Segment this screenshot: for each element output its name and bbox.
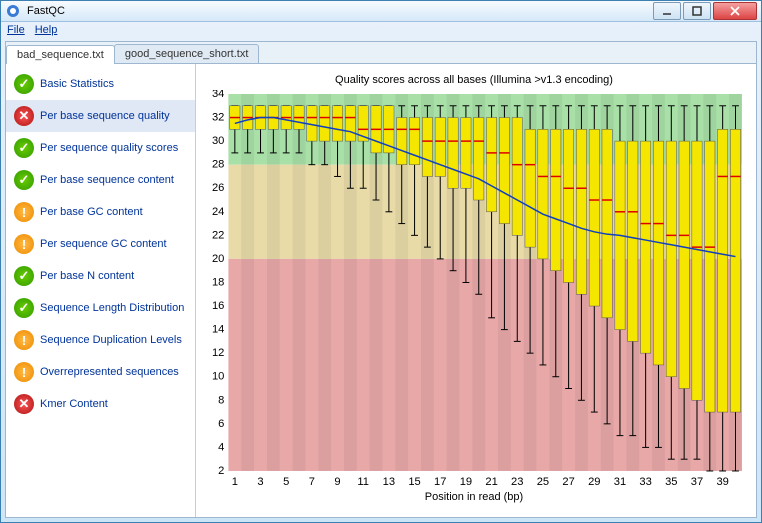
- menu-help[interactable]: Help: [35, 24, 58, 36]
- sidebar-item[interactable]: ✓ Sequence Length Distribution: [6, 292, 195, 324]
- svg-text:4: 4: [218, 442, 224, 454]
- fail-icon: ✕: [14, 394, 34, 414]
- sidebar-item[interactable]: ✓ Per base sequence content: [6, 164, 195, 196]
- sidebar-item[interactable]: ! Sequence Duplication Levels: [6, 324, 195, 356]
- window-title: FastQC: [27, 5, 653, 17]
- titlebar[interactable]: FastQC: [1, 1, 761, 22]
- svg-text:27: 27: [562, 476, 574, 488]
- warn-icon: !: [14, 362, 34, 382]
- sidebar-item-label: Per base GC content: [40, 206, 143, 218]
- svg-text:5: 5: [283, 476, 289, 488]
- content: bad_sequence.txtgood_sequence_short.txt …: [5, 41, 757, 518]
- window-controls: [653, 2, 757, 20]
- sidebar-item-label: Overrepresented sequences: [40, 366, 179, 378]
- svg-text:6: 6: [218, 418, 224, 430]
- svg-text:22: 22: [212, 230, 224, 242]
- sidebar-item[interactable]: ! Overrepresented sequences: [6, 356, 195, 388]
- tab[interactable]: good_sequence_short.txt: [114, 44, 260, 63]
- svg-text:32: 32: [212, 112, 224, 124]
- svg-text:26: 26: [212, 182, 224, 194]
- maximize-button[interactable]: [683, 2, 711, 20]
- svg-text:34: 34: [212, 90, 224, 100]
- app-window: FastQC File Help bad_sequence.txtgood_se…: [0, 0, 762, 523]
- pass-icon: ✓: [14, 74, 34, 94]
- svg-text:31: 31: [614, 476, 626, 488]
- svg-text:20: 20: [212, 253, 224, 265]
- sidebar-item[interactable]: ✕ Per base sequence quality: [6, 100, 195, 132]
- svg-text:17: 17: [434, 476, 446, 488]
- sidebar-item-label: Sequence Length Distribution: [40, 302, 184, 314]
- sidebar: ✓ Basic Statistics ✕ Per base sequence qual…: [6, 64, 196, 517]
- svg-text:18: 18: [212, 277, 224, 289]
- sidebar-item[interactable]: ! Per sequence GC content: [6, 228, 195, 260]
- menu-file[interactable]: File: [7, 24, 25, 36]
- svg-text:11: 11: [357, 476, 369, 488]
- warn-icon: !: [14, 202, 34, 222]
- sidebar-item[interactable]: ✓ Per base N content: [6, 260, 195, 292]
- sidebar-item-label: Per base sequence quality: [40, 110, 170, 122]
- tabs: bad_sequence.txtgood_sequence_short.txt: [6, 42, 756, 63]
- sidebar-item[interactable]: ✓ Per sequence quality scores: [6, 132, 195, 164]
- menubar: File Help: [1, 22, 761, 37]
- sidebar-item[interactable]: ✕ Kmer Content: [6, 388, 195, 420]
- sidebar-item[interactable]: ✓ Basic Statistics: [6, 68, 195, 100]
- sidebar-item-label: Per base N content: [40, 270, 134, 282]
- pass-icon: ✓: [14, 138, 34, 158]
- sidebar-item[interactable]: ! Per base GC content: [6, 196, 195, 228]
- svg-text:1: 1: [232, 476, 238, 488]
- fail-icon: ✕: [14, 106, 34, 126]
- plot: 2468101214161820222426283032341357911131…: [200, 90, 748, 489]
- svg-text:35: 35: [665, 476, 677, 488]
- svg-text:23: 23: [511, 476, 523, 488]
- svg-text:29: 29: [588, 476, 600, 488]
- svg-text:7: 7: [309, 476, 315, 488]
- pane: ✓ Basic Statistics ✕ Per base sequence qual…: [6, 63, 756, 517]
- svg-text:39: 39: [716, 476, 728, 488]
- sidebar-item-label: Kmer Content: [40, 398, 108, 410]
- svg-text:2: 2: [218, 465, 224, 477]
- svg-text:37: 37: [691, 476, 703, 488]
- warn-icon: !: [14, 234, 34, 254]
- svg-text:12: 12: [212, 347, 224, 359]
- svg-text:16: 16: [212, 300, 224, 312]
- svg-text:25: 25: [537, 476, 549, 488]
- pass-icon: ✓: [14, 170, 34, 190]
- svg-text:3: 3: [257, 476, 263, 488]
- svg-text:15: 15: [408, 476, 420, 488]
- close-button[interactable]: [713, 2, 757, 20]
- pass-icon: ✓: [14, 266, 34, 286]
- svg-text:21: 21: [485, 476, 497, 488]
- svg-text:10: 10: [212, 371, 224, 383]
- svg-text:14: 14: [212, 324, 224, 336]
- svg-text:9: 9: [334, 476, 340, 488]
- sidebar-item-label: Per sequence quality scores: [40, 142, 178, 154]
- chart-area: Quality scores across all bases (Illumin…: [196, 64, 756, 517]
- warn-icon: !: [14, 330, 34, 350]
- app-icon: [5, 3, 21, 19]
- svg-text:13: 13: [383, 476, 395, 488]
- pass-icon: ✓: [14, 298, 34, 318]
- x-axis-label: Position in read (bp): [200, 491, 748, 503]
- sidebar-item-label: Per base sequence content: [40, 174, 174, 186]
- svg-text:19: 19: [460, 476, 472, 488]
- svg-text:30: 30: [212, 135, 224, 147]
- sidebar-item-label: Basic Statistics: [40, 78, 114, 90]
- tab[interactable]: bad_sequence.txt: [6, 45, 115, 64]
- svg-text:8: 8: [218, 394, 224, 406]
- svg-text:28: 28: [212, 159, 224, 171]
- sidebar-item-label: Per sequence GC content: [40, 238, 167, 250]
- chart-title: Quality scores across all bases (Illumin…: [200, 74, 748, 86]
- sidebar-item-label: Sequence Duplication Levels: [40, 334, 182, 346]
- svg-text:33: 33: [639, 476, 651, 488]
- svg-text:24: 24: [212, 206, 224, 218]
- minimize-button[interactable]: [653, 2, 681, 20]
